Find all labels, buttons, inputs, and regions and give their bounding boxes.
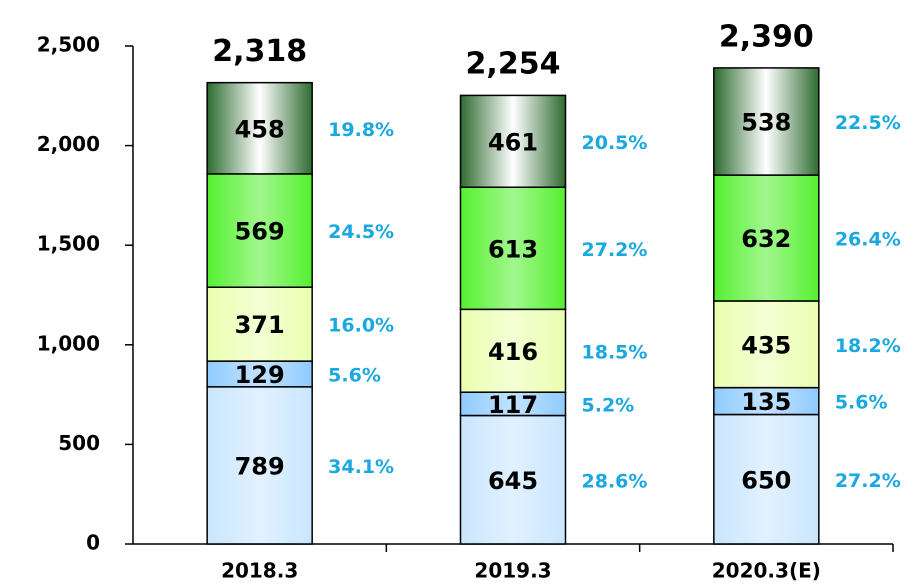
percent-label: 5.6% bbox=[835, 392, 888, 414]
y-tick-label: 2,500 bbox=[37, 33, 100, 57]
segment-label: 650 bbox=[741, 466, 791, 494]
percent-label: 18.2% bbox=[835, 335, 901, 357]
percent-label: 20.5% bbox=[582, 132, 648, 154]
total-label: 2,390 bbox=[719, 19, 814, 54]
bar-segment bbox=[206, 173, 313, 288]
x-tick-label: 2018.3 bbox=[221, 559, 298, 583]
percent-label: 27.2% bbox=[835, 470, 901, 492]
segment-label: 632 bbox=[741, 225, 791, 253]
bar-segment bbox=[206, 286, 313, 362]
segment-label: 416 bbox=[488, 338, 538, 366]
percent-label: 28.6% bbox=[582, 470, 648, 492]
percent-label: 19.8% bbox=[328, 119, 394, 141]
segment-label: 117 bbox=[488, 391, 538, 419]
bar-segment bbox=[713, 300, 820, 389]
percent-label: 27.2% bbox=[582, 239, 648, 261]
segment-label: 371 bbox=[235, 311, 285, 339]
segment-label: 135 bbox=[741, 388, 791, 416]
percent-label: 16.0% bbox=[328, 315, 394, 337]
percent-label: 18.5% bbox=[582, 341, 648, 363]
segment-label: 461 bbox=[488, 128, 538, 156]
bar-segment bbox=[459, 94, 567, 188]
bar-segment bbox=[713, 174, 820, 302]
percent-label: 5.6% bbox=[328, 364, 381, 386]
bar-segment bbox=[459, 308, 567, 393]
bar-segment bbox=[206, 386, 313, 545]
total-label: 2,254 bbox=[466, 47, 561, 82]
bar-segment bbox=[459, 186, 567, 311]
percent-label: 5.2% bbox=[582, 394, 635, 416]
y-tick-label: 2,000 bbox=[37, 132, 100, 156]
y-tick-label: 1,500 bbox=[37, 232, 100, 256]
y-tick-label: 0 bbox=[86, 531, 100, 555]
segment-label: 458 bbox=[235, 115, 285, 143]
bar-segment bbox=[206, 81, 313, 175]
y-tick-label: 1,000 bbox=[37, 331, 100, 355]
segment-label: 569 bbox=[235, 218, 285, 246]
percent-label: 24.5% bbox=[328, 221, 394, 243]
segment-label: 538 bbox=[741, 108, 791, 136]
percent-label: 34.1% bbox=[328, 456, 394, 478]
y-tick-label: 500 bbox=[58, 431, 100, 455]
segment-label: 613 bbox=[488, 235, 538, 263]
percent-label: 22.5% bbox=[835, 112, 901, 134]
percent-label: 26.4% bbox=[835, 229, 901, 251]
bar-segment bbox=[713, 67, 820, 176]
segment-label: 129 bbox=[235, 361, 285, 389]
total-label: 2,318 bbox=[212, 34, 307, 69]
segment-label: 789 bbox=[235, 452, 285, 480]
x-tick-label: 2019.3 bbox=[474, 559, 551, 583]
segment-label: 435 bbox=[741, 331, 791, 359]
x-tick-label: 2020.3(E) bbox=[712, 559, 821, 583]
bar-segment bbox=[206, 360, 313, 388]
bar-segment bbox=[713, 413, 820, 545]
segment-label: 645 bbox=[488, 467, 538, 495]
